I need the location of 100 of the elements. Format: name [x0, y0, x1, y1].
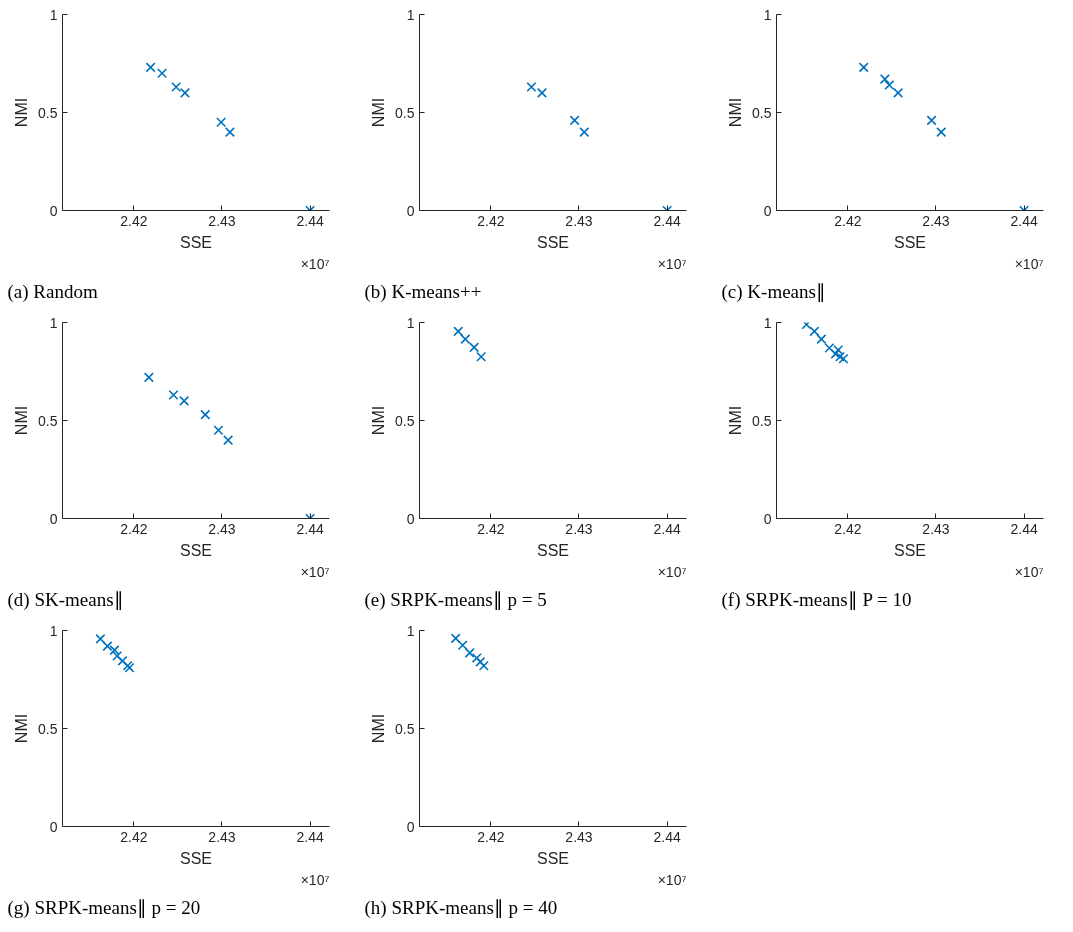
- x-axis-title: SSE: [893, 233, 927, 251]
- y-tick-label: 0: [406, 818, 415, 835]
- point: [109, 645, 120, 656]
- y-tick-label: 0: [49, 510, 58, 527]
- x-tick-label: 2.44: [1010, 212, 1038, 229]
- x-tick-label: 2.43: [208, 520, 236, 537]
- x-axis-title: SSE: [179, 233, 213, 251]
- y-axis-title: NMI: [370, 97, 388, 128]
- point: [179, 87, 191, 98]
- y-tick-label: 1: [406, 622, 415, 639]
- y-tick-label: 1: [49, 622, 58, 639]
- x-axis-title: SSE: [179, 541, 213, 559]
- text: (e) SRPK-means∥ p = 5: [364, 588, 547, 611]
- point: [145, 62, 156, 73]
- y-tick-label: 1: [49, 6, 58, 23]
- text: ×10⁷: [1014, 255, 1044, 272]
- point: [117, 655, 128, 666]
- point: [476, 351, 487, 362]
- y-tick-label: 0.5: [752, 104, 772, 121]
- text: (f) SRPK-means∥ P = 10: [721, 588, 912, 611]
- x-tick-label: 2.44: [653, 828, 681, 845]
- point: [95, 633, 106, 644]
- point: [536, 87, 548, 98]
- text: ×10⁷: [300, 871, 330, 888]
- y-tick-label: 0.5: [395, 412, 415, 429]
- point: [569, 115, 580, 126]
- x-tick-label: 2.42: [834, 520, 862, 537]
- x-tick-label: 2.42: [120, 520, 148, 537]
- y-tick-label: 0.5: [395, 720, 415, 737]
- x-tick-label: 2.42: [477, 520, 505, 537]
- point: [884, 80, 895, 91]
- y-tick-label: 0: [763, 202, 772, 219]
- point: [213, 425, 224, 436]
- x-tick-label: 2.43: [565, 212, 593, 229]
- text: ×10⁷: [1014, 563, 1044, 580]
- point: [936, 127, 947, 138]
- y-axis-title: NMI: [727, 97, 745, 128]
- y-axis-title: NMI: [727, 405, 745, 436]
- y-tick-label: 0: [406, 510, 415, 527]
- y-tick-label: 0: [406, 202, 415, 219]
- point: [469, 342, 480, 353]
- y-tick-label: 0.5: [38, 720, 58, 737]
- x-tick-label: 2.42: [834, 212, 862, 229]
- x-tick-label: 2.42: [477, 212, 505, 229]
- y-tick-label: 0.5: [38, 412, 58, 429]
- point: [460, 334, 471, 345]
- point: [224, 127, 235, 138]
- y-tick-label: 1: [406, 314, 415, 331]
- text: ×10⁷: [657, 871, 687, 888]
- x-tick-label: 2.43: [922, 520, 950, 537]
- point: [858, 62, 869, 73]
- point: [171, 81, 182, 93]
- point: [216, 117, 227, 128]
- y-tick-label: 1: [49, 314, 58, 331]
- x-tick-label: 2.43: [565, 828, 593, 845]
- x-tick-label: 2.42: [120, 828, 148, 845]
- point: [179, 395, 190, 406]
- text: (c) K-means∥: [721, 280, 826, 303]
- x-tick-label: 2.42: [120, 212, 148, 229]
- x-tick-label: 2.44: [1010, 520, 1038, 537]
- point: [143, 372, 154, 383]
- point: [223, 435, 234, 446]
- point: [893, 87, 904, 98]
- x-axis-title: SSE: [536, 849, 570, 867]
- point: [200, 409, 211, 420]
- x-tick-label: 2.43: [208, 828, 236, 845]
- point: [168, 389, 179, 401]
- x-tick-label: 2.44: [653, 520, 681, 537]
- point: [157, 68, 168, 79]
- y-tick-label: 1: [406, 6, 415, 23]
- x-tick-label: 2.44: [296, 520, 324, 537]
- y-tick-label: 0.5: [38, 104, 58, 121]
- x-axis-title: SSE: [893, 541, 927, 559]
- y-axis-title: NMI: [13, 713, 31, 744]
- y-tick-label: 0: [49, 202, 58, 219]
- y-axis-title: NMI: [13, 97, 31, 128]
- y-tick-label: 0: [49, 818, 58, 835]
- y-tick-label: 0: [763, 510, 772, 527]
- y-tick-label: 0.5: [752, 412, 772, 429]
- text: (d) SK-means∥: [7, 588, 124, 611]
- point: [112, 650, 123, 662]
- text: ×10⁷: [657, 255, 687, 272]
- y-axis-title: NMI: [370, 713, 388, 744]
- text: (b) K-means++: [364, 280, 482, 303]
- x-tick-label: 2.43: [208, 212, 236, 229]
- text: (g) SRPK-means∥ p = 20: [7, 896, 201, 919]
- text: (a) Random: [7, 280, 98, 303]
- x-axis-title: SSE: [536, 233, 570, 251]
- point: [879, 74, 890, 85]
- text: ×10⁷: [657, 563, 687, 580]
- x-axis-title: SSE: [179, 849, 213, 867]
- point: [926, 115, 937, 126]
- y-axis-title: NMI: [370, 405, 388, 436]
- x-tick-label: 2.43: [922, 212, 950, 229]
- x-tick-label: 2.44: [296, 828, 324, 845]
- point: [579, 127, 590, 138]
- point: [102, 641, 113, 652]
- x-tick-label: 2.42: [477, 828, 505, 845]
- text: (h) SRPK-means∥ p = 40: [364, 896, 558, 919]
- x-tick-label: 2.43: [565, 520, 593, 537]
